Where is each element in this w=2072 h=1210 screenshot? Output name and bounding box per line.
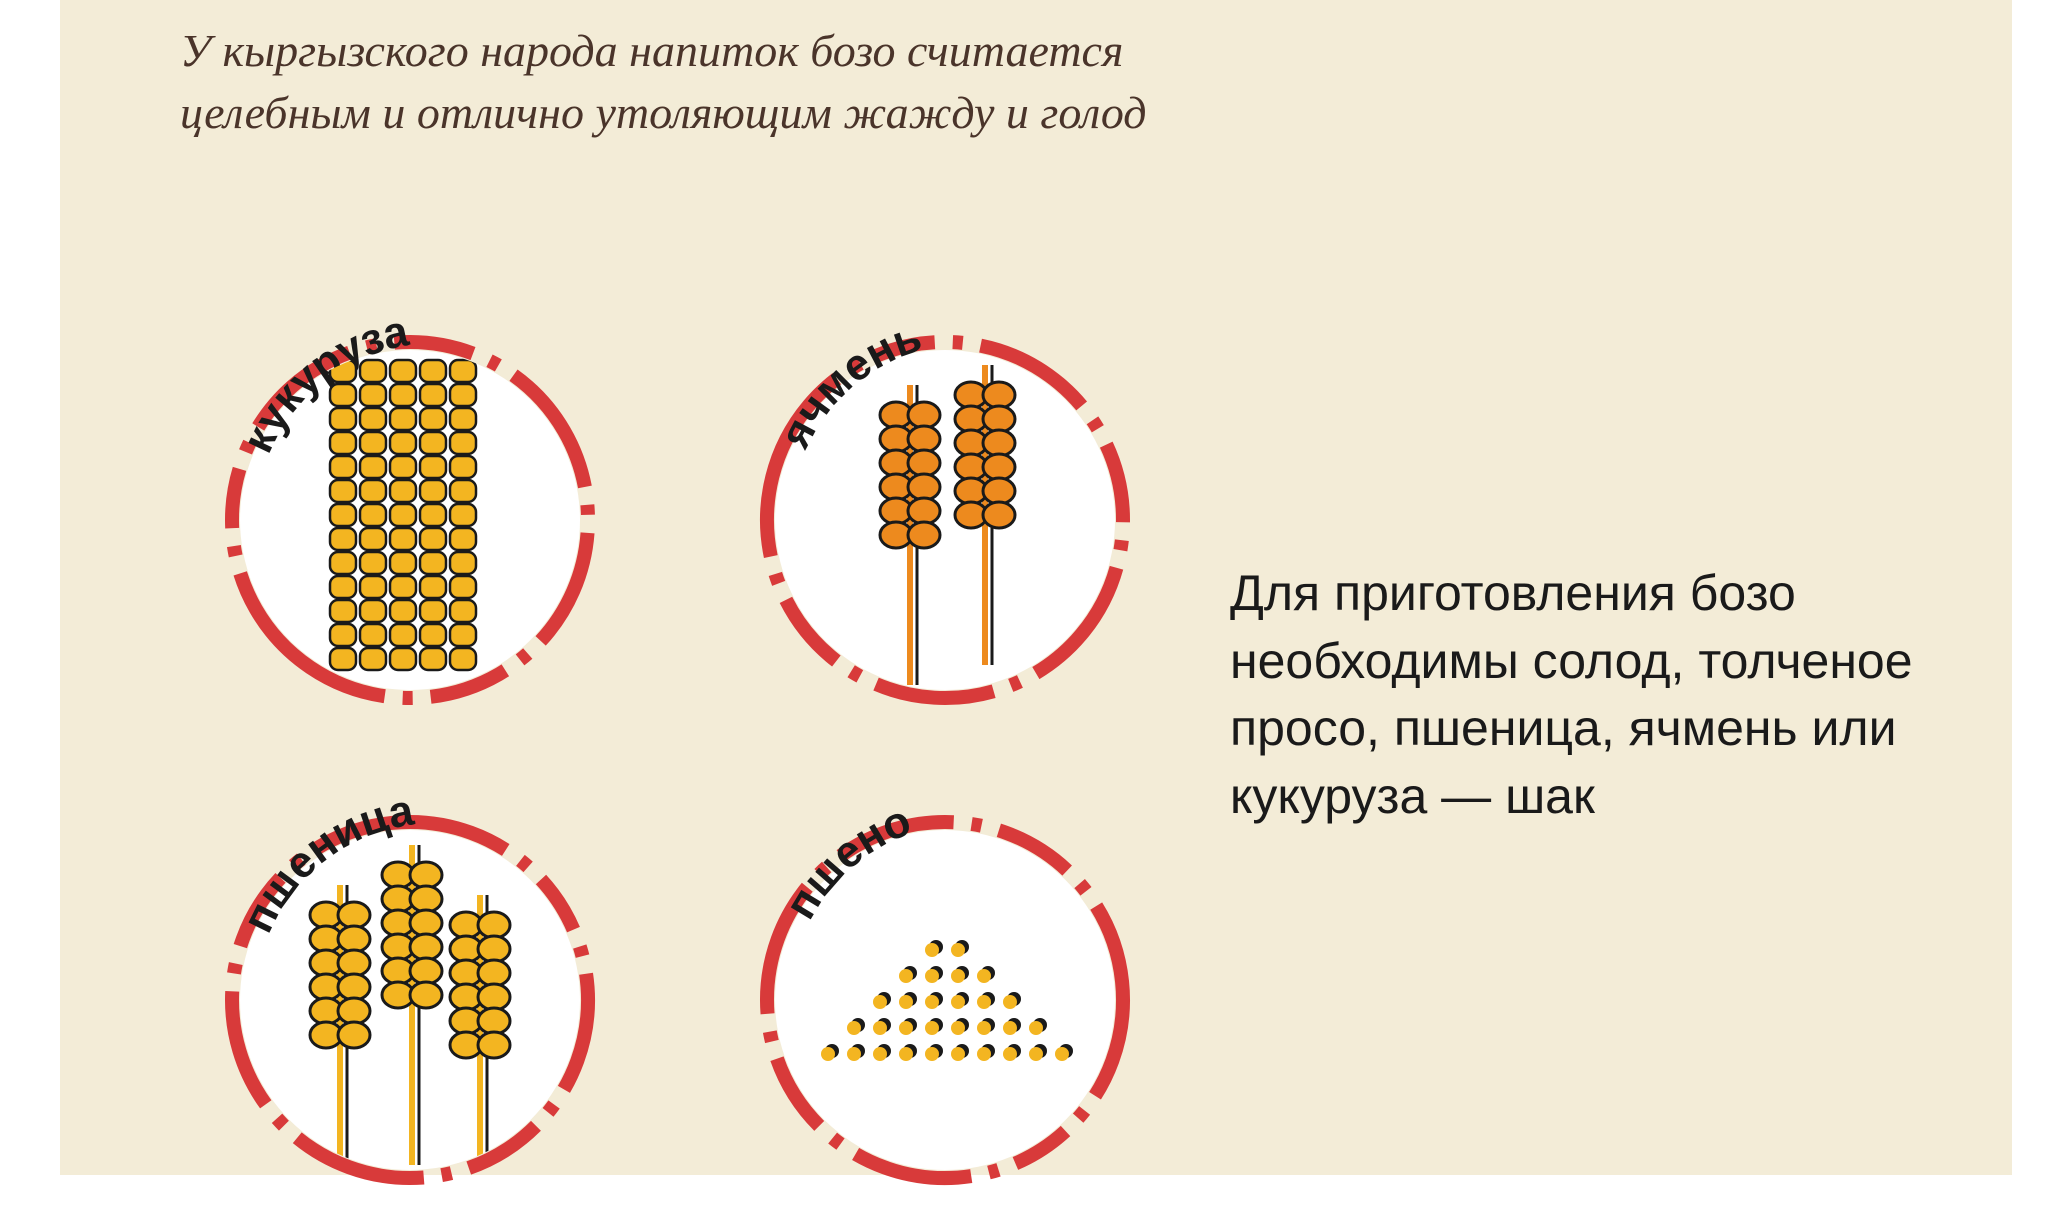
- ingredient-corn: кукуруза: [180, 290, 620, 730]
- description-text: Для приготовления бозо необходимы солод,…: [1230, 560, 2050, 830]
- ingredient-wheat: пшеница: [180, 770, 620, 1210]
- ingredient-barley: ячмень: [715, 290, 1155, 730]
- wheat-icon: [310, 845, 510, 1210]
- ingredients-grid: кукуруза: [180, 290, 1160, 1210]
- ingredient-millet: пшено: [715, 770, 1155, 1210]
- intro-text: У кыргызского народа напиток бозо считае…: [180, 20, 1280, 144]
- infographic-canvas: У кыргызского народа напиток бозо считае…: [60, 0, 2012, 1175]
